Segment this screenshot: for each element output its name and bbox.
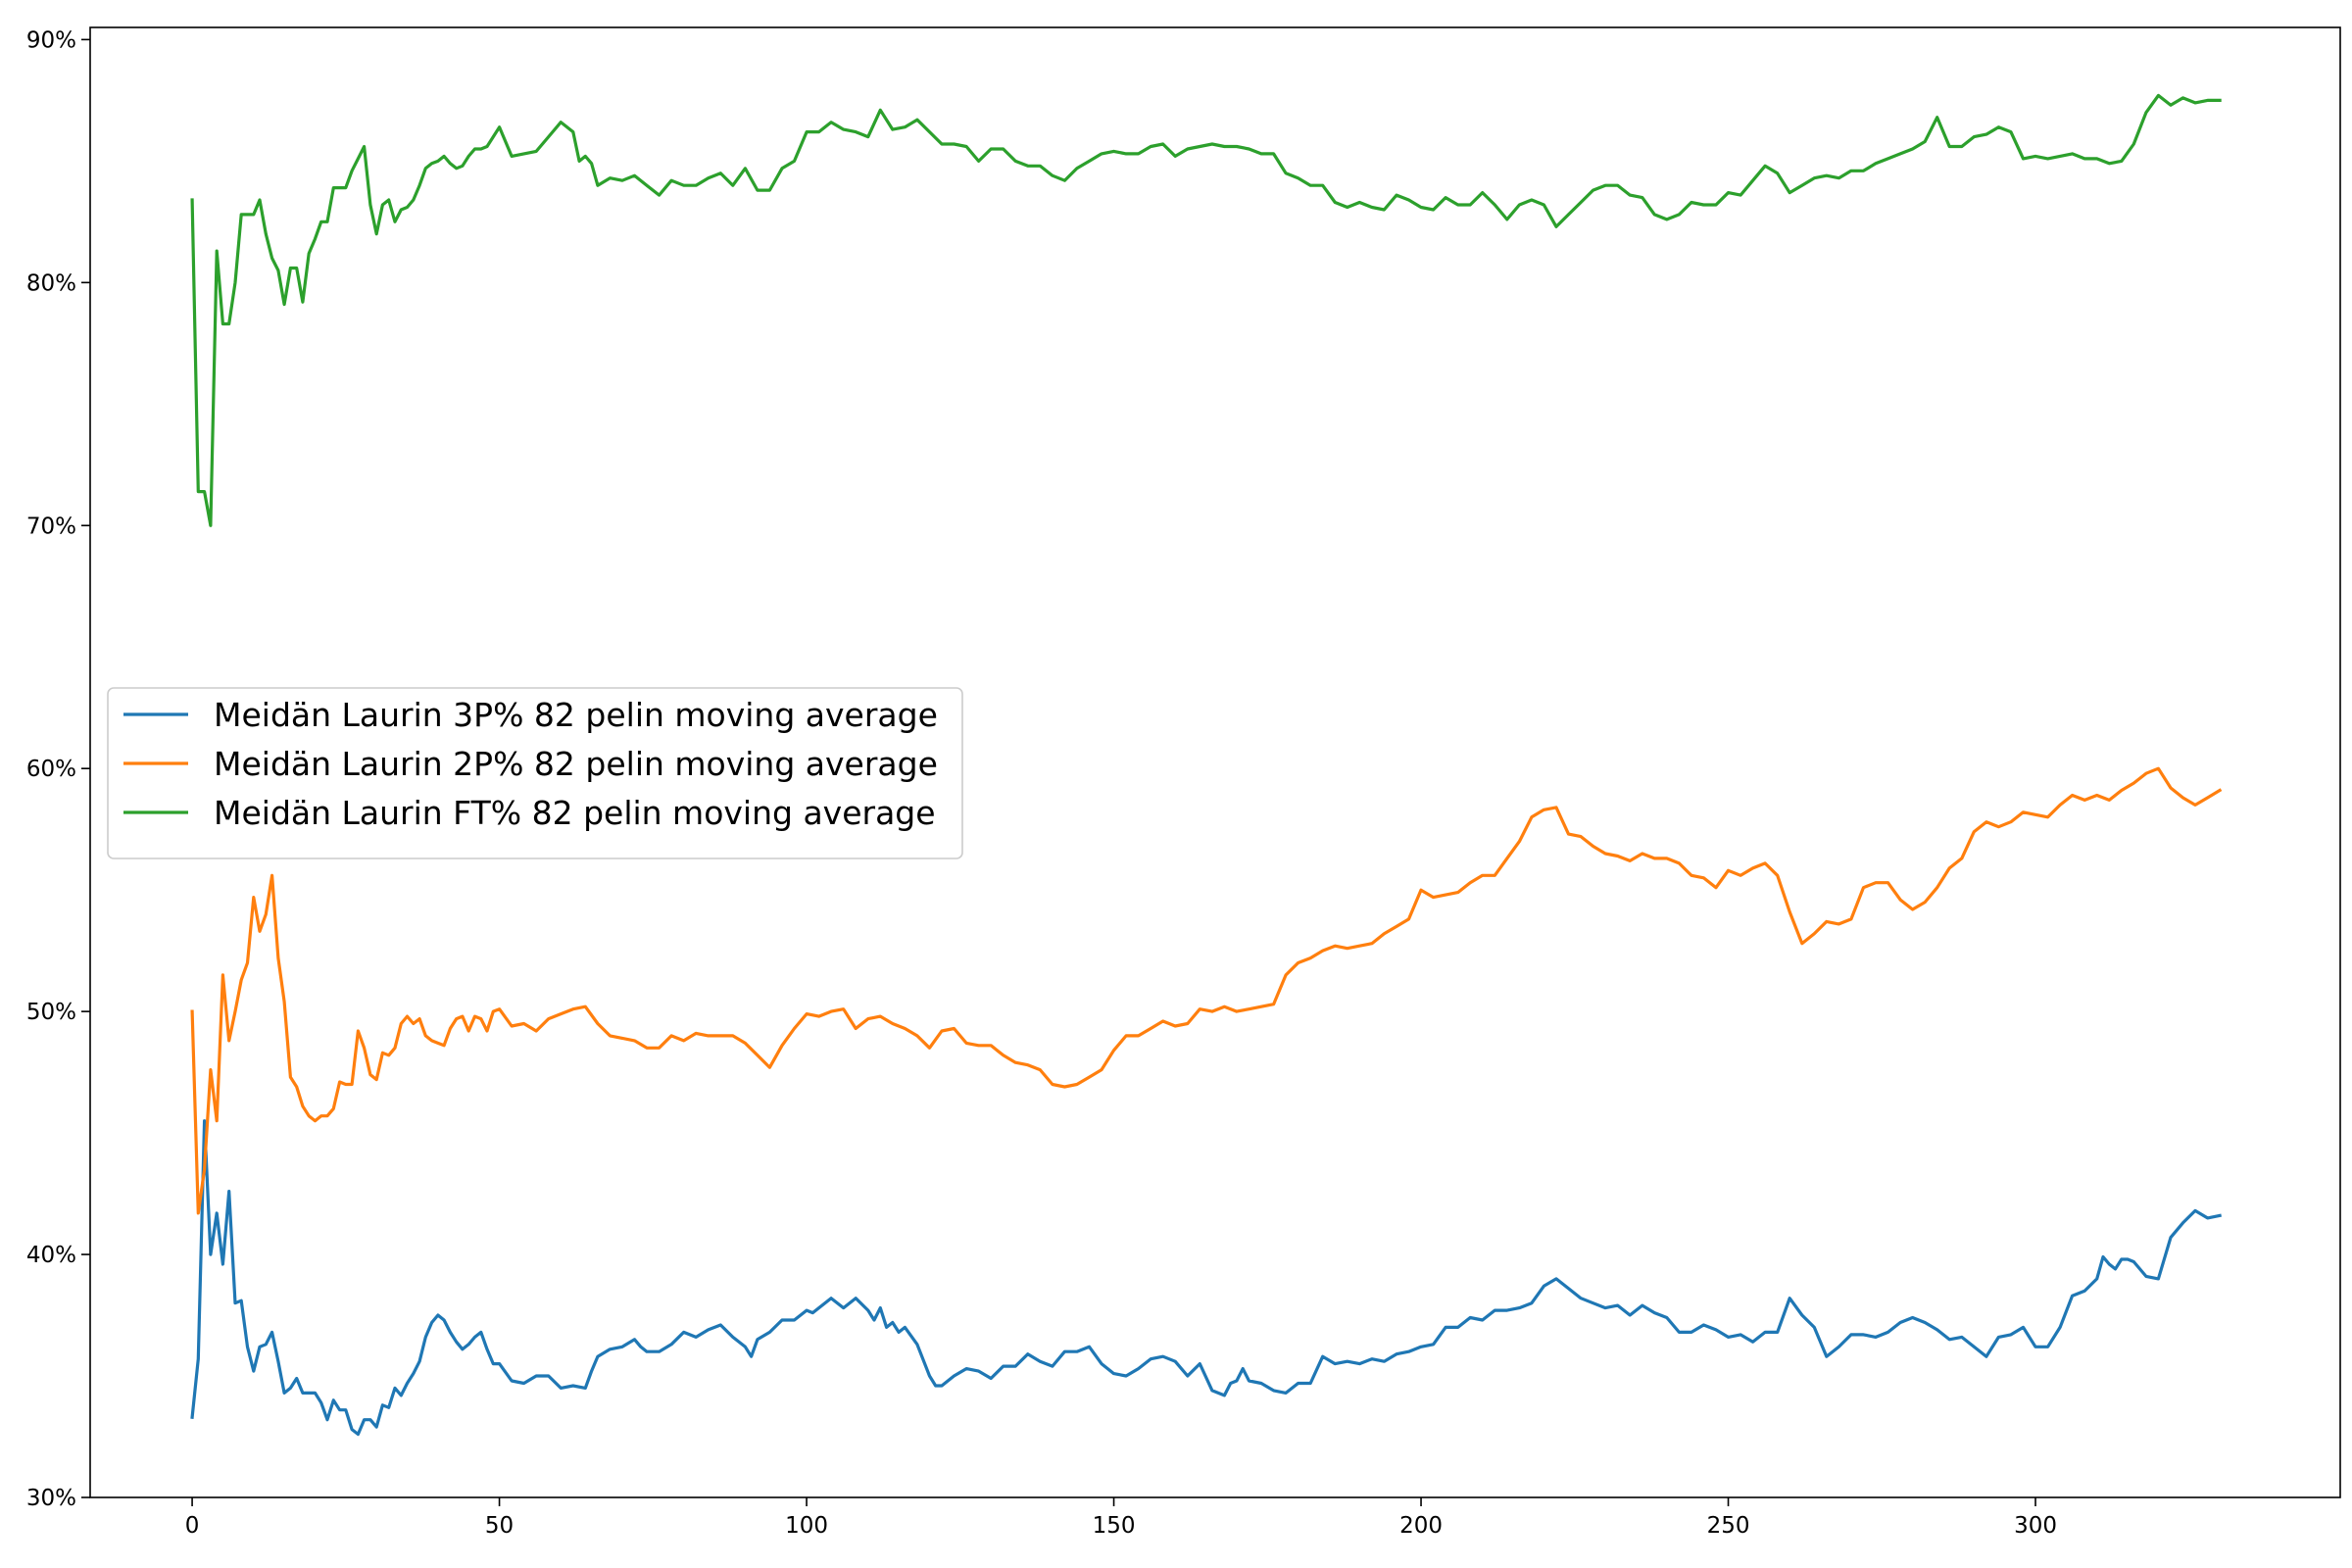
y-tick-label-2: 50%	[26, 1000, 76, 1025]
y-tick-label-6: 90%	[26, 27, 76, 53]
y-tick-label-3: 60%	[26, 757, 76, 782]
y-tick-label-1: 40%	[26, 1243, 76, 1268]
x-tick-label-0: 0	[185, 1513, 200, 1539]
y-tick-label-0: 30%	[26, 1486, 76, 1511]
y-tick-label-5: 80%	[26, 270, 76, 296]
x-tick-label-4: 200	[1399, 1513, 1443, 1539]
legend: Meidän Laurin 3P% 82 pelin moving averag…	[107, 687, 963, 859]
series-line-0	[190, 1119, 2222, 1437]
y-tick-label-4: 70%	[26, 514, 76, 539]
series-line-1	[190, 766, 2223, 1215]
legend-label-1: Meidän Laurin 2P% 82 pelin moving averag…	[214, 745, 938, 783]
axes-layer: 0 50 100 150 200 250 300 30% 40% 50% 60% 70% 80% 90%	[26, 27, 2057, 1539]
legend-label-0: Meidän Laurin 3P% 82 pelin moving averag…	[214, 696, 938, 734]
x-tick-label-6: 300	[2014, 1513, 2057, 1539]
legend-box	[107, 687, 963, 859]
x-tick-label-2: 100	[785, 1513, 828, 1539]
x-tick-label-3: 150	[1093, 1513, 1136, 1539]
series-layer	[190, 93, 2223, 1437]
x-tick-label-1: 50	[485, 1513, 514, 1539]
plot-frame	[89, 26, 2341, 1498]
series-line-2	[190, 93, 2222, 527]
x-tick-label-5: 250	[1707, 1513, 1750, 1539]
legend-label-2: Meidän Laurin FT% 82 pelin moving averag…	[214, 794, 936, 832]
